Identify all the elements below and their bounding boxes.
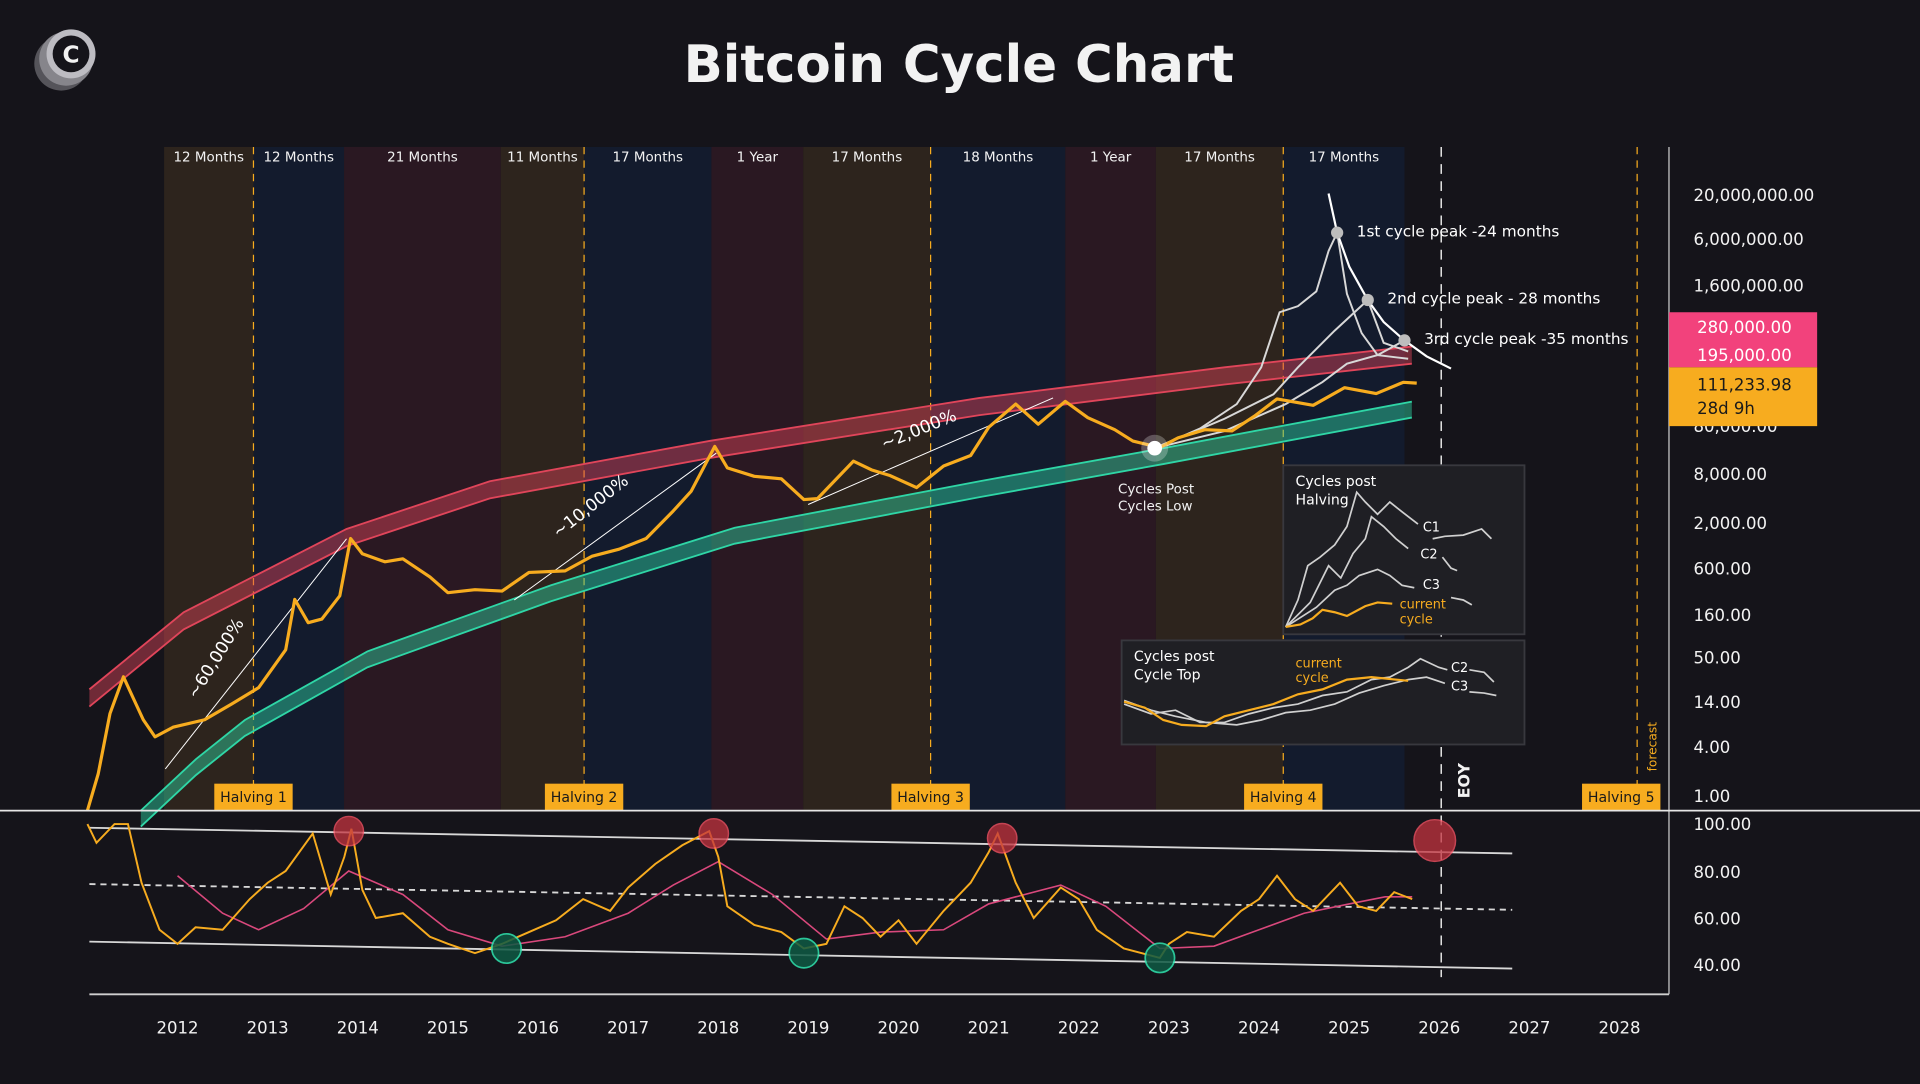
- price-tick-label: 8,000.00: [1693, 465, 1767, 484]
- price-tick-label: 4.00: [1693, 738, 1730, 757]
- period-band: [344, 147, 501, 811]
- peak-marker: [1331, 227, 1343, 239]
- inset-title: Halving: [1296, 492, 1349, 508]
- period-label: 17 Months: [612, 151, 683, 166]
- price-tick-label: 2,000.00: [1693, 514, 1767, 533]
- year-tick-label: 2020: [878, 1018, 920, 1037]
- inset-cycle-label: C2: [1451, 661, 1468, 676]
- oversold-marker: [789, 938, 818, 967]
- halving-label: Halving 3: [897, 790, 964, 806]
- eoy-label: EOY: [1454, 763, 1473, 799]
- page-title: Bitcoin Cycle Chart: [684, 35, 1234, 95]
- cycle-low-label-1: Cycles Post: [1118, 482, 1194, 497]
- halving-label: Halving 4: [1250, 790, 1317, 806]
- year-tick-label: 2012: [157, 1018, 199, 1037]
- period-label: 1 Year: [1090, 151, 1132, 166]
- price-tick-label: 1,600,000.00: [1693, 276, 1803, 295]
- upper-target-label: 280,000.00: [1697, 318, 1792, 337]
- year-tick-label: 2014: [337, 1018, 379, 1037]
- oscillator-tick-label: 100.00: [1693, 815, 1751, 834]
- period-band: [164, 147, 253, 811]
- period-band: [711, 147, 803, 811]
- inset-cycle-label: C3: [1423, 578, 1440, 593]
- inset-cycle-label: C2: [1420, 547, 1437, 562]
- inset-title: Cycles post: [1296, 474, 1377, 490]
- inset-cycle-label: C3: [1451, 680, 1468, 695]
- countdown-label: 28d 9h: [1697, 399, 1755, 418]
- period-label: 21 Months: [387, 151, 458, 166]
- inset-current-label: cycle: [1296, 671, 1329, 686]
- year-tick-label: 2025: [1328, 1018, 1370, 1037]
- inset-current-label: current: [1400, 598, 1446, 613]
- halving-label: Halving 1: [220, 790, 287, 806]
- overbought-marker: [699, 819, 728, 848]
- inset-cycle-label: C1: [1423, 520, 1440, 535]
- period-label: 17 Months: [1309, 151, 1380, 166]
- year-tick-label: 2022: [1058, 1018, 1100, 1037]
- peak-marker: [1398, 334, 1410, 346]
- overbought-marker: [1414, 820, 1456, 862]
- year-tick-label: 2026: [1418, 1018, 1460, 1037]
- cycle-low-marker: [1147, 441, 1162, 456]
- overbought-marker: [334, 816, 363, 845]
- period-label: 12 Months: [173, 151, 244, 166]
- peak-label: 2nd cycle peak - 28 months: [1387, 290, 1600, 308]
- current-price-label: 111,233.98: [1697, 376, 1792, 395]
- peak-label: 3rd cycle peak -35 months: [1424, 330, 1628, 348]
- year-tick-label: 2021: [968, 1018, 1010, 1037]
- price-tick-label: 20,000,000.00: [1693, 186, 1814, 205]
- year-tick-label: 2019: [787, 1018, 829, 1037]
- period-label: 18 Months: [963, 151, 1034, 166]
- inset-title: Cycles post: [1134, 649, 1215, 665]
- logo-letter: C: [62, 41, 79, 68]
- peak-marker: [1362, 294, 1374, 306]
- year-tick-label: 2018: [697, 1018, 739, 1037]
- overbought-marker: [987, 823, 1016, 852]
- lower-target-label: 195,000.00: [1697, 346, 1792, 365]
- period-label: 11 Months: [507, 151, 578, 166]
- year-tick-label: 2016: [517, 1018, 559, 1037]
- price-tick-label: 160.00: [1693, 606, 1751, 625]
- forecast-label: forecast: [1646, 722, 1660, 772]
- period-label: 17 Months: [832, 151, 903, 166]
- inset-current-label: cycle: [1400, 612, 1433, 627]
- oversold-marker: [492, 934, 521, 963]
- halving-label: Halving 2: [551, 790, 618, 806]
- inset-title: Cycle Top: [1134, 668, 1201, 684]
- period-label: 17 Months: [1184, 151, 1255, 166]
- year-tick-label: 2027: [1508, 1018, 1550, 1037]
- year-tick-label: 2024: [1238, 1018, 1280, 1037]
- year-tick-label: 2013: [247, 1018, 289, 1037]
- halving-label: Halving 5: [1588, 790, 1655, 806]
- year-tick-label: 2015: [427, 1018, 469, 1037]
- period-label: 12 Months: [263, 151, 334, 166]
- oscillator-tick-label: 80.00: [1693, 863, 1740, 882]
- price-tick-label: 1.00: [1693, 787, 1730, 806]
- inset-current-label: current: [1296, 656, 1342, 671]
- year-tick-label: 2023: [1148, 1018, 1190, 1037]
- price-tick-label: 600.00: [1693, 559, 1751, 578]
- price-tick-label: 6,000,000.00: [1693, 230, 1803, 249]
- oscillator-tick-label: 60.00: [1693, 909, 1740, 928]
- peak-label: 1st cycle peak -24 months: [1357, 222, 1560, 240]
- year-tick-label: 2028: [1598, 1018, 1640, 1037]
- year-tick-label: 2017: [607, 1018, 649, 1037]
- cycle-low-label-2: Cycles Low: [1118, 500, 1193, 515]
- oversold-marker: [1145, 943, 1174, 972]
- period-band: [584, 147, 711, 811]
- period-label: 1 Year: [737, 151, 779, 166]
- price-tick-label: 14.00: [1693, 693, 1740, 712]
- price-tick-label: 50.00: [1693, 649, 1740, 668]
- oscillator-tick-label: 40.00: [1693, 956, 1740, 975]
